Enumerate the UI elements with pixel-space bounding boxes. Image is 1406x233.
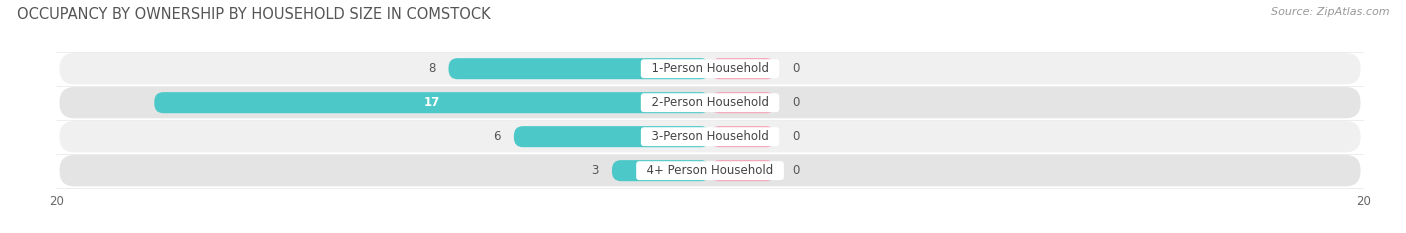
FancyBboxPatch shape (710, 92, 776, 113)
FancyBboxPatch shape (155, 92, 710, 113)
Text: Source: ZipAtlas.com: Source: ZipAtlas.com (1271, 7, 1389, 17)
Text: 0: 0 (792, 62, 799, 75)
Text: 0: 0 (792, 130, 799, 143)
FancyBboxPatch shape (59, 155, 1361, 186)
Text: 3: 3 (592, 164, 599, 177)
Text: 4+ Person Household: 4+ Person Household (640, 164, 780, 177)
FancyBboxPatch shape (59, 53, 1361, 84)
FancyBboxPatch shape (449, 58, 710, 79)
FancyBboxPatch shape (612, 160, 710, 181)
Text: OCCUPANCY BY OWNERSHIP BY HOUSEHOLD SIZE IN COMSTOCK: OCCUPANCY BY OWNERSHIP BY HOUSEHOLD SIZE… (17, 7, 491, 22)
Text: 1-Person Household: 1-Person Household (644, 62, 776, 75)
FancyBboxPatch shape (515, 126, 710, 147)
Text: 8: 8 (427, 62, 436, 75)
Text: 2-Person Household: 2-Person Household (644, 96, 776, 109)
FancyBboxPatch shape (59, 121, 1361, 152)
Text: 17: 17 (425, 96, 440, 109)
Text: 0: 0 (792, 164, 799, 177)
Text: 6: 6 (494, 130, 501, 143)
FancyBboxPatch shape (710, 160, 776, 181)
Text: 0: 0 (792, 96, 799, 109)
FancyBboxPatch shape (710, 58, 776, 79)
Text: 3-Person Household: 3-Person Household (644, 130, 776, 143)
FancyBboxPatch shape (59, 87, 1361, 118)
FancyBboxPatch shape (710, 126, 776, 147)
